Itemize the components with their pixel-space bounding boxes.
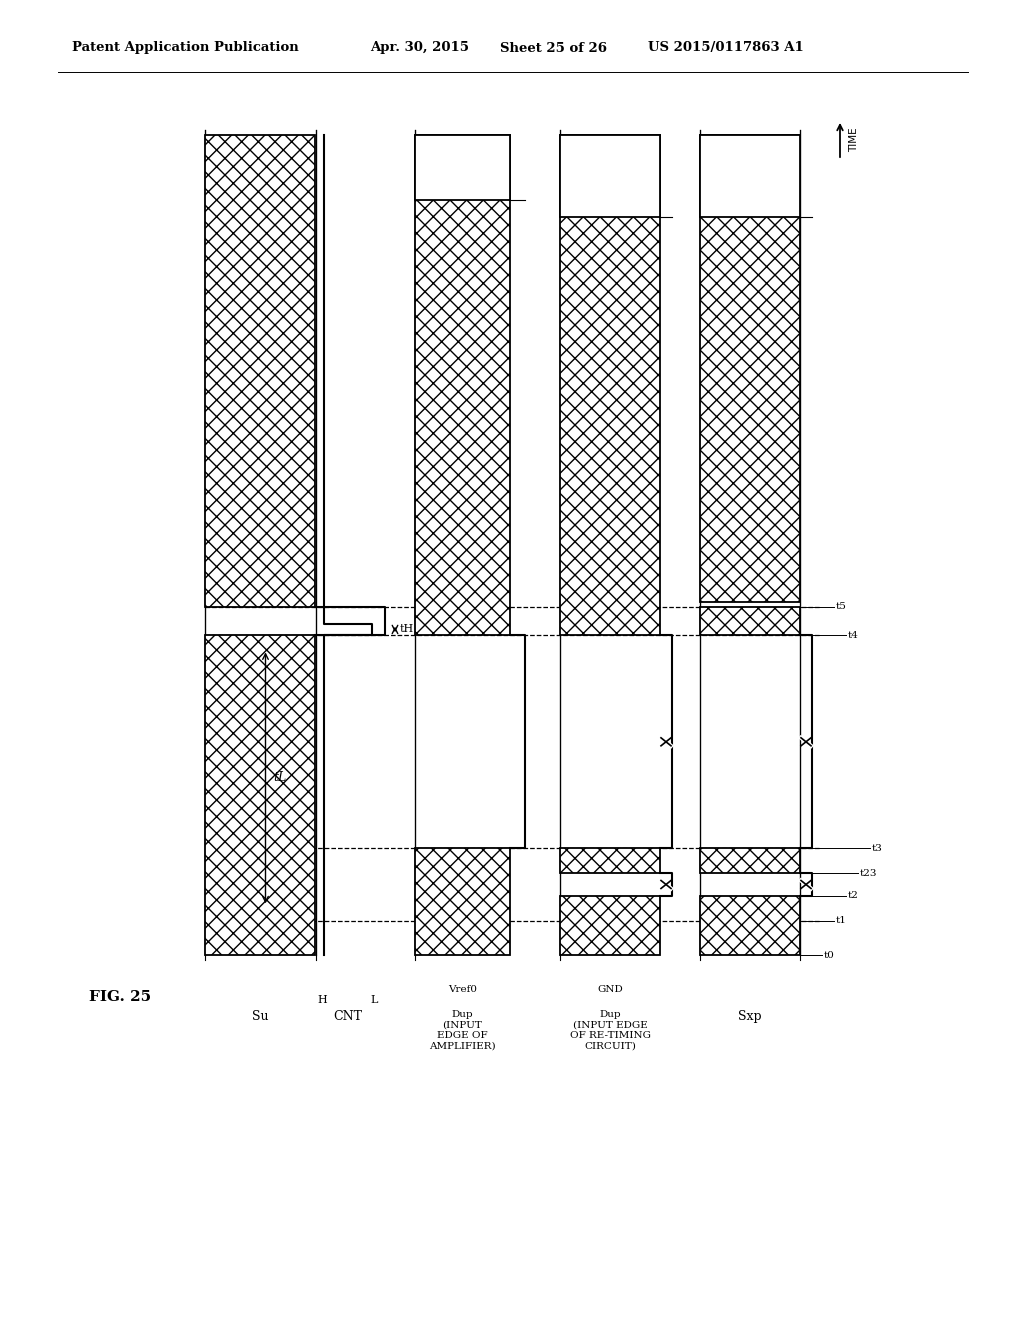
Text: US 2015/0117863 A1: US 2015/0117863 A1	[648, 41, 804, 54]
Text: Vref0: Vref0	[449, 985, 477, 994]
Bar	[415, 849, 510, 954]
Text: tL: tL	[273, 771, 287, 784]
Text: Su: Su	[252, 1010, 268, 1023]
Text: H: H	[317, 995, 327, 1005]
Text: L: L	[371, 995, 378, 1005]
Text: Dup
(INPUT EDGE
OF RE-TIMING
CIRCUIT): Dup (INPUT EDGE OF RE-TIMING CIRCUIT)	[569, 1010, 650, 1051]
Text: TIME: TIME	[849, 128, 859, 152]
Text: CNT: CNT	[334, 1010, 362, 1023]
Text: t4: t4	[848, 631, 859, 640]
Bar	[560, 849, 660, 873]
Text: t0: t0	[824, 950, 835, 960]
Text: Apr. 30, 2015: Apr. 30, 2015	[370, 41, 469, 54]
Text: tH: tH	[400, 624, 415, 635]
Bar	[700, 135, 800, 216]
Bar	[700, 135, 800, 602]
Bar	[700, 896, 800, 954]
Text: Sheet 25 of 26: Sheet 25 of 26	[500, 41, 607, 54]
Bar	[560, 896, 660, 954]
Text: Patent Application Publication: Patent Application Publication	[72, 41, 299, 54]
Bar	[415, 135, 510, 635]
Text: t23: t23	[860, 869, 878, 878]
Bar	[560, 135, 660, 216]
Text: t1: t1	[836, 916, 847, 925]
Text: t2: t2	[848, 891, 859, 900]
Text: Sxp: Sxp	[738, 1010, 762, 1023]
Text: FIG. 25: FIG. 25	[89, 990, 152, 1005]
Text: GND: GND	[597, 985, 623, 994]
Bar	[415, 135, 510, 201]
Text: t3: t3	[872, 843, 883, 853]
Bar	[560, 135, 660, 635]
Bar	[700, 849, 800, 873]
Bar	[205, 135, 315, 606]
Bar	[205, 635, 315, 954]
Text: Dup
(INPUT
EDGE OF
AMPLIFIER): Dup (INPUT EDGE OF AMPLIFIER)	[429, 1010, 496, 1051]
Text: t5: t5	[836, 602, 847, 611]
Bar	[700, 606, 800, 635]
